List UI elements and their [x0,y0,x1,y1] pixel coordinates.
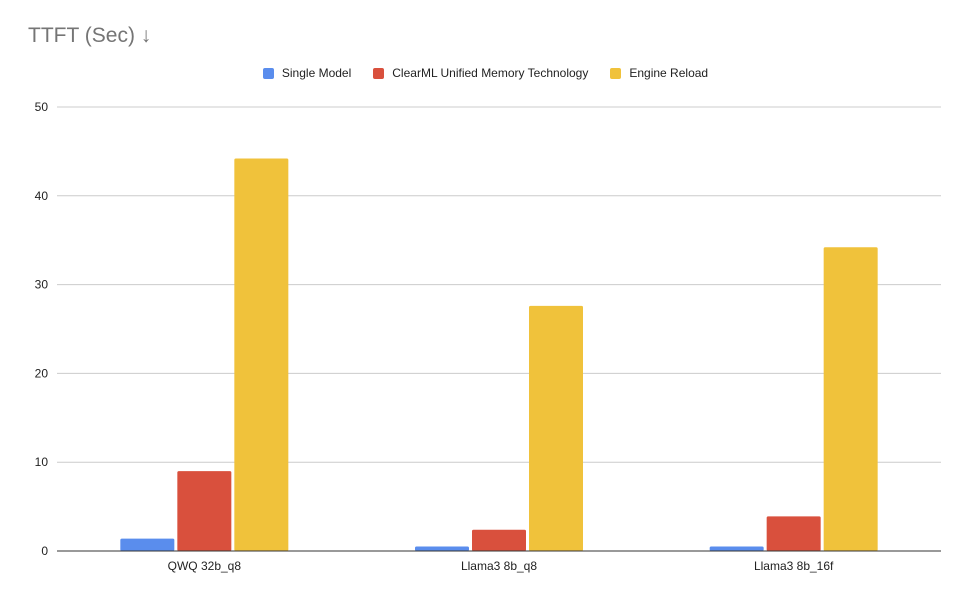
x-tick-label: QWQ 32b_q8 [168,559,242,573]
legend-swatch-clearml [373,67,385,79]
y-tick-label: 20 [35,366,49,380]
legend-swatch-engine-reload [610,67,622,79]
x-tick-label: Llama3 8b_q8 [461,559,537,573]
chart-title: TTFT (Sec) ↓ [28,24,152,47]
legend-item-clearml[interactable]: ClearML Unified Memory Technology [373,66,588,80]
bar-clearml-unified-memory-technology-0[interactable] [177,471,232,551]
bar-engine-reload-1[interactable] [529,305,583,551]
legend: Single Model ClearML Unified Memory Tech… [0,66,971,80]
bar-single-model-0[interactable] [120,538,175,551]
y-tick-label: 50 [35,100,49,114]
bar-clearml-unified-memory-technology-2[interactable] [766,516,821,551]
legend-label-engine-reload: Engine Reload [629,66,709,80]
gridlines [57,106,941,463]
y-tick-label: 40 [35,189,49,203]
legend-item-single-model[interactable]: Single Model [262,66,352,80]
bar-engine-reload-2[interactable] [823,247,878,551]
bars [120,158,878,551]
bar-single-model-2[interactable] [709,546,764,551]
bar-clearml-unified-memory-technology-1[interactable] [472,529,526,551]
y-tick-label: 30 [35,278,49,292]
axes: 0 10 20 30 40 50 QWQ 32b_q8 Llama3 8b_q8 Llama3 … [35,100,941,573]
y-tick-label: 0 [41,544,48,558]
legend-label-clearml: ClearML Unified Memory Technology [392,66,589,80]
legend-label-single-model: Single Model [281,66,352,80]
x-tick-label: Llama3 8b_16f [754,559,834,573]
legend-item-engine-reload[interactable]: Engine Reload [610,66,708,80]
legend-swatch-single-model [262,67,274,79]
bar-engine-reload-0[interactable] [234,158,289,551]
y-tick-label: 10 [35,455,49,469]
bar-single-model-1[interactable] [415,546,469,551]
